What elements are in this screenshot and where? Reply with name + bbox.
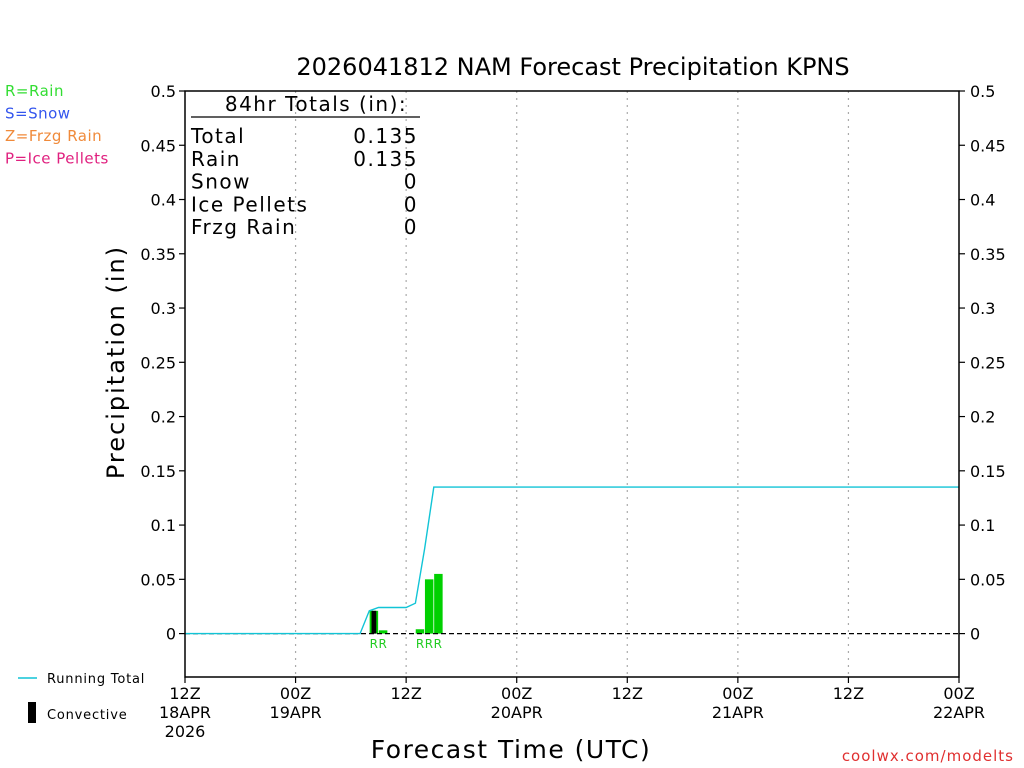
totals-value-3: 0	[404, 192, 418, 216]
ptype-marker-1: RRR	[416, 637, 443, 651]
precip-bar-4	[434, 573, 443, 634]
y-axis-right: 0 0.05 0.1 0.15 0.2 0.25 0.3 0.35 0.4 0.45 0.5	[959, 82, 1006, 644]
plot-frame	[184, 90, 960, 678]
ptype-legend-item-0: R=Rain	[5, 82, 64, 100]
x-tick-label-7-1: 22APR	[933, 703, 985, 722]
totals-value-4: 0	[404, 215, 418, 239]
ptype-markers: RR RRR	[370, 637, 443, 651]
totals-label-3: Ice Pellets	[191, 192, 308, 216]
y-tick-label-left-4: 0.2	[151, 408, 176, 427]
y-tick-label-right-5: 0.25	[970, 353, 1006, 372]
ptype-legend-item-3: P=Ice Pellets	[5, 150, 109, 168]
x-tick-label-0-2: 2026	[165, 722, 206, 741]
running-total-line	[185, 486, 959, 635]
legend-label-1: Convective	[47, 708, 128, 723]
convective-bars	[371, 610, 377, 634]
totals-label-2: Snow	[191, 170, 251, 194]
ptype-legend-item-1: S=Snow	[5, 105, 71, 123]
y-tick-label-left-3: 0.15	[140, 462, 176, 481]
y-tick-label-left-9: 0.45	[140, 136, 176, 155]
y-tick-label-left-5: 0.25	[140, 353, 176, 372]
chart-title: 2026041812 NAM Forecast Precipitation KP…	[296, 53, 849, 81]
x-tick-label-4-0: 12Z	[612, 684, 643, 703]
totals-label-4: Frzg Rain	[191, 215, 296, 239]
x-tick-label-1-1: 19APR	[270, 703, 322, 722]
y-axis-left: 0 0.05 0.1 0.15 0.2 0.25 0.3 0.35 0.4 0.45 0.5	[140, 82, 185, 644]
totals-value-1: 0.135	[353, 147, 418, 171]
running-total-series	[185, 486, 959, 635]
y-tick-label-right-6: 0.3	[970, 299, 995, 318]
x-tick-label-2-0: 12Z	[390, 684, 421, 703]
vertical-grid	[294, 91, 850, 677]
totals-heading: 84hr Totals (in):	[225, 92, 407, 116]
x-tick-label-0-1: 18APR	[159, 703, 211, 722]
x-tick-label-3-0: 00Z	[501, 684, 532, 703]
credit-text: coolwx.com/modelts	[842, 747, 1014, 765]
convective-bar-0	[371, 610, 377, 634]
y-tick-label-right-1: 0.05	[970, 570, 1006, 589]
y-tick-label-right-4: 0.2	[970, 408, 995, 427]
x-tick-label-0-0: 12Z	[169, 684, 200, 703]
y-tick-label-right-3: 0.15	[970, 462, 1006, 481]
y-tick-label-left-0: 0	[166, 625, 176, 644]
totals-label-1: Rain	[191, 147, 241, 171]
legend-label-0: Running Total	[47, 672, 145, 687]
precip-bar-3	[424, 579, 434, 634]
y-tick-label-left-6: 0.3	[151, 299, 176, 318]
totals-label-0: Total	[190, 124, 245, 148]
x-tick-label-3-1: 20APR	[491, 703, 543, 722]
totals-box: 84hr Totals (in): Total 0.135 Rain 0.135 Snow…	[190, 92, 420, 239]
x-tick-label-5-0: 00Z	[722, 684, 753, 703]
legend-swatch-convective	[28, 702, 36, 723]
y-tick-label-left-8: 0.4	[151, 191, 176, 210]
series-legend: Running Total Convective	[18, 672, 145, 723]
totals-value-0: 0.135	[353, 124, 418, 148]
precip-bar-1	[378, 630, 388, 634]
ptype-marker-0: RR	[370, 637, 388, 651]
y-tick-label-left-7: 0.35	[140, 245, 176, 264]
x-tick-label-6-0: 12Z	[833, 684, 864, 703]
y-tick-label-right-7: 0.35	[970, 245, 1006, 264]
y-tick-label-right-9: 0.45	[970, 136, 1006, 155]
y-tick-label-left-2: 0.1	[151, 516, 176, 535]
y-tick-label-left-1: 0.05	[140, 570, 176, 589]
x-tick-label-1-0: 00Z	[280, 684, 311, 703]
x-axis-label: Forecast Time (UTC)	[371, 735, 651, 764]
y-tick-label-right-0: 0	[970, 625, 980, 644]
y-tick-label-right-2: 0.1	[970, 516, 995, 535]
y-tick-label-left-10: 0.5	[151, 82, 176, 101]
x-tick-label-5-1: 21APR	[712, 703, 764, 722]
y-axis-label: Precipitation (in)	[102, 245, 130, 479]
ptype-legend-item-2: Z=Frzg Rain	[5, 127, 102, 145]
totals-value-2: 0	[404, 170, 418, 194]
y-tick-label-right-10: 0.5	[970, 82, 995, 101]
precip-bar-2	[415, 629, 425, 634]
precip-type-legend: R=Rain S=Snow Z=Frzg Rain P=Ice Pellets	[5, 82, 109, 168]
y-tick-label-right-8: 0.4	[970, 191, 995, 210]
x-tick-label-7-0: 00Z	[943, 684, 974, 703]
